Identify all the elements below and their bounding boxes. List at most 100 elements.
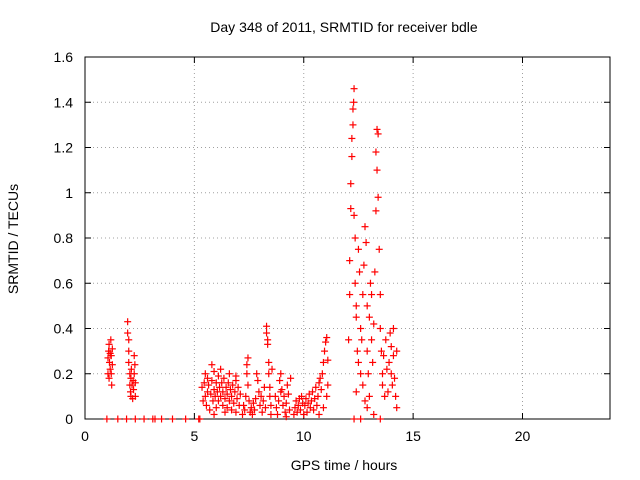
data-point — [363, 302, 371, 310]
y-tick-label: 1 — [65, 185, 73, 201]
data-point — [210, 410, 218, 418]
data-point — [277, 388, 285, 396]
data-point — [382, 336, 390, 344]
axis-ticks: 0 5 10 15 20 0 0.2 0.4 0.6 0.8 1 1.2 1.4 1.6 — [54, 49, 610, 444]
data-point — [125, 336, 133, 344]
data-point — [125, 358, 133, 366]
data-point — [272, 404, 280, 412]
data-point — [241, 406, 249, 414]
data-point — [374, 130, 382, 138]
data-point — [352, 302, 360, 310]
plot-frame — [84, 56, 611, 420]
data-points — [103, 85, 401, 423]
data-point — [208, 361, 216, 369]
data-point — [379, 370, 386, 378]
data-point — [370, 320, 378, 328]
data-point — [298, 392, 306, 400]
data-point — [315, 379, 323, 387]
data-point — [220, 374, 228, 382]
data-point — [107, 336, 115, 344]
data-point — [283, 381, 291, 389]
data-point — [357, 370, 365, 378]
data-point — [130, 370, 138, 378]
data-point — [310, 406, 318, 414]
data-point — [383, 365, 391, 373]
data-point — [317, 386, 325, 394]
data-point — [225, 397, 233, 405]
y-tick-label: 0.2 — [54, 366, 74, 382]
data-point — [219, 388, 227, 396]
x-tick-label: 5 — [190, 428, 198, 444]
data-point — [353, 347, 361, 355]
data-point — [217, 365, 225, 373]
data-point — [130, 386, 138, 394]
data-point — [261, 404, 269, 412]
data-point — [324, 356, 332, 364]
data-point — [362, 239, 370, 247]
data-point — [372, 148, 380, 156]
data-point — [106, 365, 114, 373]
data-point — [229, 381, 237, 389]
data-point — [207, 390, 215, 398]
data-point — [217, 392, 225, 400]
data-point — [158, 415, 166, 423]
x-tick-label: 20 — [515, 428, 531, 444]
data-point — [357, 325, 365, 332]
data-point — [202, 401, 210, 409]
data-point — [244, 381, 252, 389]
data-point — [280, 392, 288, 400]
data-point — [105, 374, 113, 382]
data-point — [266, 383, 274, 391]
data-point — [315, 410, 323, 418]
data-point — [303, 408, 311, 416]
data-point — [243, 361, 251, 369]
data-point — [271, 392, 279, 400]
data-point — [381, 392, 389, 400]
data-point — [371, 268, 379, 276]
data-point — [275, 397, 283, 405]
data-point — [286, 406, 294, 414]
data-point — [199, 397, 207, 405]
data-point — [354, 245, 362, 253]
data-point — [393, 404, 401, 412]
data-point — [365, 313, 373, 321]
x-tick-label: 0 — [81, 428, 89, 444]
data-point — [239, 410, 246, 418]
data-point — [350, 98, 358, 106]
data-point — [347, 205, 355, 213]
data-point — [354, 358, 362, 366]
data-point — [264, 336, 272, 344]
data-point — [216, 383, 224, 391]
data-point — [387, 343, 395, 351]
data-point — [313, 401, 321, 409]
data-point — [259, 397, 267, 405]
chart-title: Day 348 of 2011, SRMTID for receiver bdl… — [210, 19, 478, 35]
data-point — [352, 313, 360, 321]
data-point — [372, 207, 380, 215]
data-point — [319, 358, 327, 366]
data-point — [321, 347, 329, 355]
data-point — [265, 370, 273, 378]
x-tick-label: 10 — [296, 428, 312, 444]
data-point — [245, 397, 253, 405]
data-point — [196, 415, 204, 423]
data-point — [282, 399, 290, 407]
data-point — [242, 392, 250, 400]
data-point — [323, 334, 331, 342]
data-point — [350, 211, 358, 219]
data-point — [114, 415, 122, 423]
data-point — [230, 399, 238, 407]
data-point — [384, 388, 392, 396]
data-point — [103, 415, 111, 423]
data-point — [236, 390, 244, 398]
data-point — [232, 408, 240, 416]
data-point — [385, 358, 393, 366]
data-point — [198, 383, 206, 391]
data-point — [351, 279, 359, 287]
x-axis-label: GPS time / hours — [291, 457, 398, 473]
data-point — [359, 291, 367, 299]
data-point — [360, 261, 368, 269]
data-point — [363, 404, 371, 412]
data-point — [206, 406, 214, 414]
data-point — [350, 415, 358, 423]
